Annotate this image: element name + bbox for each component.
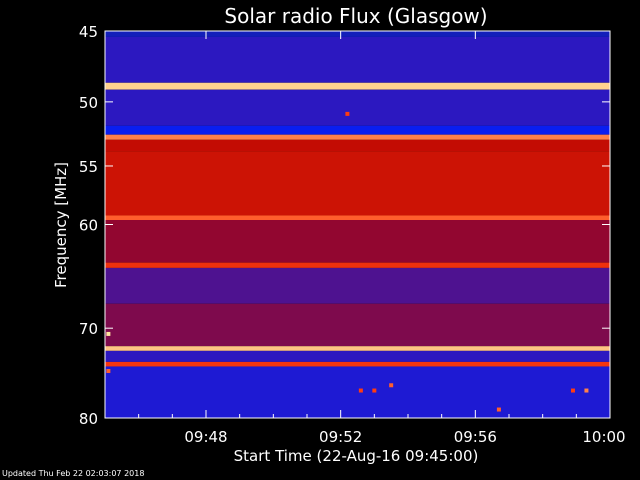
spectrum-band <box>105 89 610 126</box>
x-axis-label: Start Time (22-Aug-16 09:45:00) <box>234 447 479 465</box>
burst-spot <box>106 368 111 373</box>
x-tick-label: 10:00 <box>582 428 625 446</box>
updated-timestamp: Updated Thu Feb 22 02:03:07 2018 <box>2 469 145 478</box>
y-tick-label: 45 <box>79 23 98 41</box>
x-tick-label: 09:52 <box>319 428 362 446</box>
burst-spot <box>584 388 589 393</box>
y-tick-label: 50 <box>79 94 98 112</box>
spectrum-band <box>105 350 610 362</box>
burst-spot <box>570 388 575 393</box>
burst-spot <box>345 111 350 116</box>
x-tick-label: 09:48 <box>184 428 227 446</box>
y-tick-label: 70 <box>79 320 98 338</box>
spectrum-band <box>105 82 610 90</box>
spectrum-band <box>105 139 610 152</box>
x-tick-label: 09:56 <box>454 428 497 446</box>
y-axis: 45 50 55 60 70 80 <box>79 23 610 428</box>
x-axis: 09:48 09:52 09:56 10:00 <box>138 31 626 446</box>
y-tick-label: 55 <box>79 158 98 176</box>
spectrum-band <box>105 366 610 418</box>
burst-spot <box>106 331 111 336</box>
spectrum-band <box>105 303 610 347</box>
spectrum-band <box>105 220 610 263</box>
spectrum-band <box>105 134 610 140</box>
y-tick-label: 60 <box>79 217 98 235</box>
spectrum-band <box>105 36 610 83</box>
burst-spots <box>106 111 589 412</box>
spectrum-band <box>105 215 610 220</box>
burst-spot <box>496 407 501 412</box>
y-axis-label: Frequency [MHz] <box>52 162 70 288</box>
plot-area <box>105 31 610 418</box>
chart-title: Solar radio Flux (Glasgow) <box>224 4 487 28</box>
spectrum-band <box>105 267 610 304</box>
spectrum-band <box>105 262 610 268</box>
spectrum-band <box>105 346 610 351</box>
y-tick-label: 80 <box>79 410 98 428</box>
spectrum-band <box>105 361 610 367</box>
burst-spot <box>372 388 377 393</box>
spectrum-band <box>105 151 610 216</box>
burst-spot <box>358 388 363 393</box>
burst-spot <box>389 383 394 388</box>
spectrum-band <box>105 125 610 135</box>
spectrum-band <box>105 31 610 37</box>
